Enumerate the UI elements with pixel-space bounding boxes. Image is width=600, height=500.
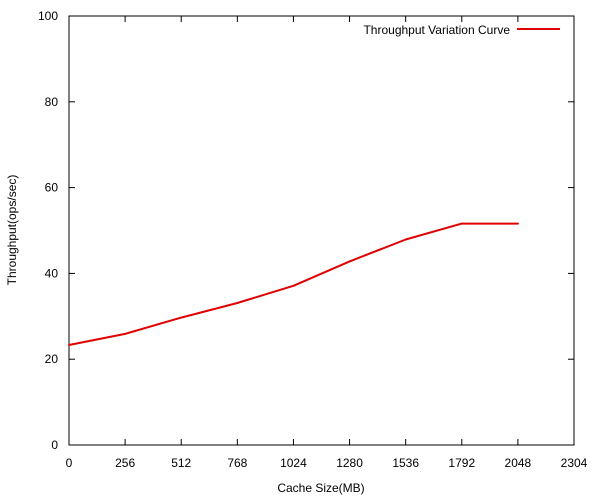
legend-label: Throughput Variation Curve	[363, 23, 510, 37]
y-tick-labels: 0 20 40 60 80 100	[38, 9, 58, 452]
x-axis-label: Cache Size(MB)	[277, 481, 364, 495]
y-tick-label: 100	[38, 9, 58, 23]
data-point	[460, 222, 463, 225]
data-point	[180, 316, 183, 319]
y-tick-label: 40	[45, 266, 59, 280]
x-tick-label: 1024	[280, 456, 307, 470]
data-point	[516, 222, 519, 225]
data-point	[68, 344, 70, 347]
x-tick-label: 0	[66, 456, 73, 470]
legend: Throughput Variation Curve	[363, 23, 560, 37]
data-point	[348, 260, 351, 263]
x-tick-label: 768	[227, 456, 247, 470]
x-tick-label: 1280	[336, 456, 363, 470]
x-tick-label: 2304	[561, 456, 588, 470]
x-tick-label: 1792	[448, 456, 475, 470]
y-tick-label: 80	[45, 95, 59, 109]
data-point	[292, 284, 295, 287]
data-point	[124, 332, 127, 335]
series-line	[68, 222, 518, 346]
tick-marks	[68, 15, 575, 446]
plot-frame	[68, 15, 575, 446]
x-tick-label: 256	[115, 456, 135, 470]
y-tick-label: 60	[45, 181, 59, 195]
x-tick-label: 1536	[392, 456, 419, 470]
series-lines	[68, 222, 519, 347]
x-tick-label: 512	[171, 456, 191, 470]
data-point	[404, 238, 407, 241]
y-tick-label: 0	[51, 438, 58, 452]
data-point	[236, 302, 239, 305]
y-axis-label: Throughput(ops/sec)	[5, 175, 19, 286]
y-tick-label: 20	[45, 352, 59, 366]
x-tick-label: 2048	[505, 456, 532, 470]
x-tick-labels: 0 256 512 768 1024 1280 1536 1792 2048 2304	[66, 456, 588, 470]
